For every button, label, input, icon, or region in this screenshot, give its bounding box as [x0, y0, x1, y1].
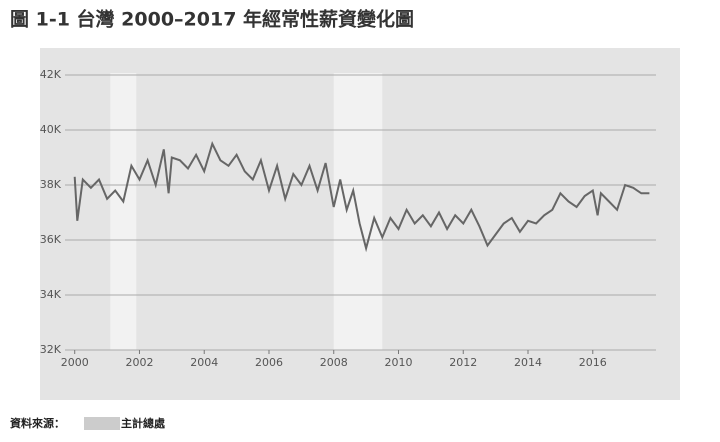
y-tick-label: 32K: [40, 343, 62, 356]
x-tick-label: 2000: [61, 356, 89, 369]
y-tick-label: 42K: [40, 68, 62, 81]
y-tick-label: 38K: [40, 178, 62, 191]
chart-title: 圖 1-1 台灣 2000–2017 年經常性薪資變化圖: [10, 8, 414, 31]
x-tick-label: 2002: [125, 356, 153, 369]
x-tick-label: 2008: [320, 356, 348, 369]
source-prefix: 資料來源：: [10, 416, 65, 430]
blurred-text: [84, 417, 120, 430]
x-tick-label: 2014: [514, 356, 542, 369]
y-tick-label: 34K: [40, 288, 62, 301]
x-tick-label: 2004: [190, 356, 218, 369]
source-suffix: 主計總處: [121, 416, 166, 430]
data-line: [73, 141, 650, 253]
y-tick-label: 36K: [40, 233, 62, 246]
y-tick-label: 40K: [40, 123, 62, 136]
x-tick-label: 2010: [384, 356, 412, 369]
shaded-period: [110, 73, 137, 350]
x-tick-label: 2012: [449, 356, 477, 369]
x-tick-label: 2006: [255, 356, 283, 369]
x-tick-label: 2016: [579, 356, 607, 369]
